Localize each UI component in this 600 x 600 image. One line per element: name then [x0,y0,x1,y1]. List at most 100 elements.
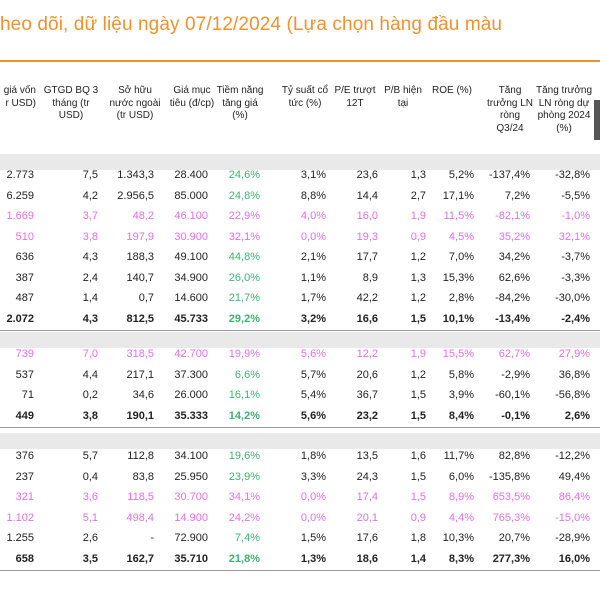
header-adtv: GTGD BQ 3 tháng (tr USD) [43,85,99,121]
cell-foreign-own: 197,9 [126,230,154,243]
cell-market-cap: 6.259 [6,189,34,202]
cell-pb: 1,5 [410,491,426,503]
cell-upside: 19,9% [228,348,260,360]
cell-np-growth-q3: -13,4% [495,312,530,325]
cell-np-growth-2024: -12,2% [555,450,590,462]
table-row: 487 1,4 0,7 14.600 21,7% 1,7% 42,2 1,2 2,8% -84,2… [0,289,600,309]
cell-pb: 1,2 [410,368,426,381]
cell-upside: 22,9% [228,210,260,222]
cell-np-growth-2024: 16,0% [558,552,590,565]
cell-target-price: 34.100 [174,450,208,462]
cell-foreign-own: 48,2 [132,210,154,222]
table-row: 237 0,4 83,8 25.950 23,9% 3,3% 24,3 1,5 6,0% -135… [0,468,600,488]
cell-roe: 10,1% [442,312,474,325]
cell-target-price: 35.710 [174,552,208,565]
header-pb: P/B hiện tại [384,85,422,109]
header-np-growth-2024: Tăng trưởng LN ròng dự phòng 2024 (%) [535,85,593,134]
cell-pb: 0,9 [410,511,426,524]
cell-upside: 6,6% [234,368,260,381]
cell-roe: 10,3% [442,532,474,544]
cell-foreign-own: 190,1 [126,409,154,422]
cell-foreign-own: 1.343,3 [117,169,154,181]
cell-pb: 1,9 [410,210,426,222]
cell-upside: 29,2% [228,312,260,325]
cell-pe: 16,6 [356,312,378,325]
cell-pb: 1,5 [410,312,426,325]
cell-pb: 0,9 [410,230,426,243]
cell-dividend: 3,2% [300,312,326,325]
cell-np-growth-2024: -3,7% [561,251,590,263]
cell-foreign-own: - [150,532,154,544]
cell-np-growth-2024: -15,0% [555,511,590,524]
cell-np-growth-q3: 7,2% [504,189,530,202]
cell-pe: 17,6 [356,532,378,544]
cell-dividend: 5,6% [300,409,326,422]
cell-np-growth-q3: -84,2% [495,292,530,304]
header-market-cap: giá vốn r USD) [3,85,36,109]
cell-pe: 24,3 [356,470,378,483]
cell-np-growth-q3: 34,2% [498,251,530,263]
cell-upside: 24,8% [228,189,260,202]
cell-upside: 26,0% [228,271,260,284]
cell-pb: 1,8 [410,532,426,544]
cell-foreign-own: 83,8 [132,470,154,483]
cell-pb: 1,2 [410,251,426,263]
table-row: 2.773 7,5 1.343,3 28.400 24,6% 3,1% 23,6 1,3 5,2… [0,166,600,186]
cell-np-growth-q3: 62,6% [498,271,530,284]
cell-adtv: 0,4 [82,470,98,483]
cell-np-growth-2024: -1,0% [561,210,590,222]
cell-market-cap: 2.773 [6,169,34,181]
cell-roe: 15,5% [442,348,474,360]
cell-np-growth-2024: 36,8% [558,368,590,381]
cell-roe: 8,4% [448,409,474,422]
cell-np-growth-q3: 82,8% [498,450,530,462]
cell-np-growth-q3: 35,2% [498,230,530,243]
cell-upside: 21,7% [228,292,260,304]
cell-np-growth-q3: -2,9% [501,368,530,381]
cell-roe: 11,7% [443,450,474,462]
cell-roe: 2,8% [448,292,474,304]
cell-adtv: 7,5 [82,169,98,181]
table-row: 6.259 4,2 2.956,5 85.000 24,8% 8,8% 14,4 2,7 17,… [0,187,600,207]
cell-np-growth-2024: 86,4% [558,491,590,503]
cell-market-cap: 510 [15,230,34,243]
cell-roe: 4,5% [448,230,474,243]
cell-target-price: 49.100 [174,251,208,263]
group-total-row: 2.072 4,3 812,5 45.733 29,2% 3,2% 16,6 1,5 10,1%… [0,310,600,331]
cell-dividend: 1,3% [300,552,326,565]
cell-foreign-own: 812,5 [126,312,154,325]
table-row: 387 2,4 140,7 34.900 26,0% 1,1% 8,9 1,3 15,3% 62,… [0,269,600,289]
cell-adtv: 0,2 [82,389,98,401]
cell-foreign-own: 118,5 [127,491,154,503]
cell-roe: 5,2% [448,169,474,181]
cell-market-cap: 1.255 [6,532,34,544]
cell-dividend: 1,8% [300,450,326,462]
table-row: 1.102 5,1 498,4 14.900 24,2% 0,0% 20,1 0,9 4,4% 7… [0,509,600,529]
cell-np-growth-q3: 653,5% [492,491,530,503]
table-row: 510 3,8 197,9 30.900 32,1% 0,0% 19,3 0,9 4,5% 35,… [0,228,600,248]
cell-roe: 11,5% [443,210,474,222]
cell-pe: 8,9 [362,271,378,284]
cell-pb: 1,6 [410,450,426,462]
cell-upside: 24,6% [228,169,260,181]
cell-upside: 32,1% [228,230,260,243]
cell-market-cap: 237 [15,470,34,483]
cell-dividend: 3,3% [300,470,326,483]
cell-pe: 18,6 [356,552,378,565]
cell-np-growth-2024: -56,8% [555,389,590,401]
cell-upside: 16,1% [228,389,260,401]
cell-roe: 3,9% [448,389,474,401]
header-pe: P/E trượt 12T [334,85,376,109]
edge-bar [594,100,600,140]
cell-roe: 8,3% [448,552,474,565]
cell-roe: 5,8% [448,368,474,381]
cell-target-price: 14.600 [174,292,208,304]
cell-adtv: 3,8 [82,230,98,243]
cell-target-price: 35.333 [174,409,208,422]
cell-pb: 1,3 [410,271,426,284]
cell-market-cap: 739 [15,348,34,360]
cell-foreign-own: 217,1 [126,368,154,381]
cell-foreign-own: 2.956,5 [117,189,154,202]
cell-pb: 1,4 [410,552,426,565]
cell-dividend: 1,7% [300,292,326,304]
